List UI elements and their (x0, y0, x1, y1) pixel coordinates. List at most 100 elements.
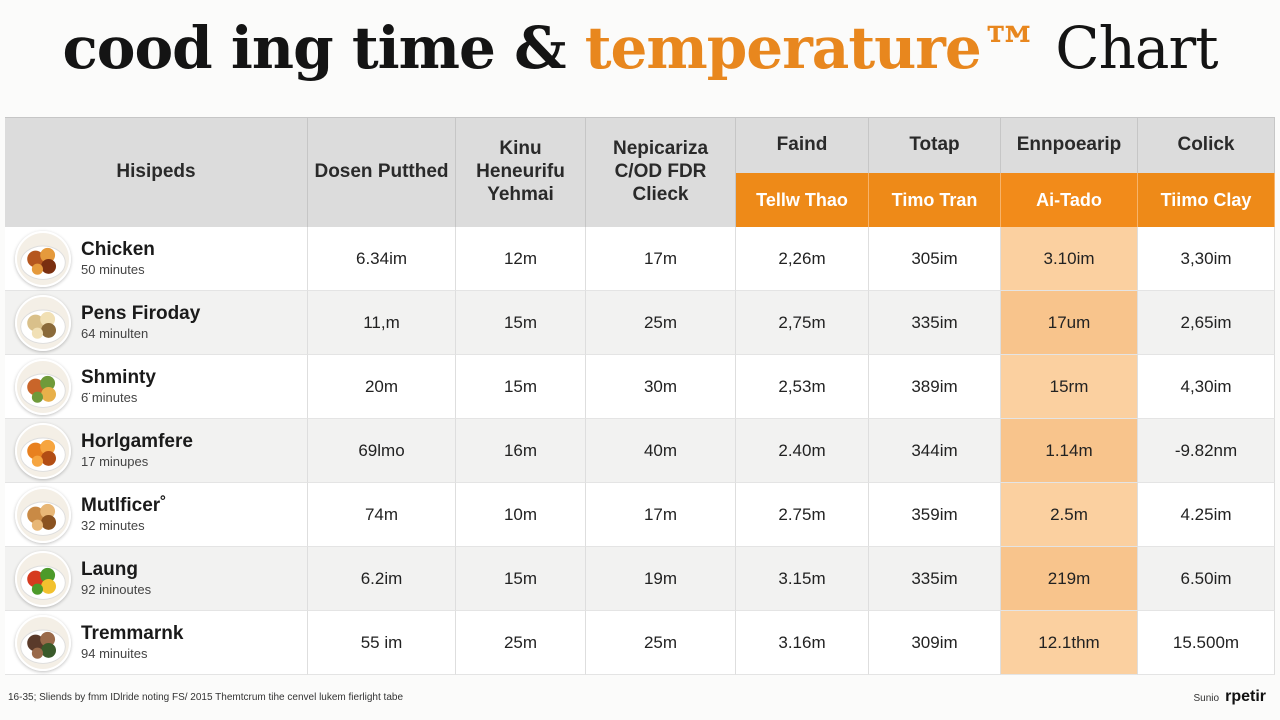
subheader-3: Ai-Tado (1001, 173, 1138, 227)
table-row-name: Shminty 6̈ minutes (5, 355, 308, 419)
table-cell: 6.34im (308, 227, 456, 291)
table-cell: 20m (308, 355, 456, 419)
header-col-6: Ennpoearip (1001, 117, 1138, 173)
table-row-name: Horlgamfere 17 minupes (5, 419, 308, 483)
food-thumbnail-vegetables-icon (15, 550, 71, 607)
footer-brand-logo: rpetir (1225, 688, 1266, 705)
table-cell: 25m (586, 611, 736, 675)
recipe-name: Pens Firoday (81, 302, 201, 324)
recipe-name: Tremmarnk (81, 622, 184, 644)
table-cell: 305im (869, 227, 1001, 291)
table-cell: 219m (1001, 547, 1138, 611)
table-cell: 3.10im (1001, 227, 1138, 291)
recipe-duration: 94 minuites (81, 646, 148, 662)
recipe-name: Laung (81, 558, 138, 580)
recipe-duration: 92 ininoutes (81, 582, 152, 598)
food-thumbnail-stir-fry-dish-icon (15, 358, 71, 415)
table-cell: 4.25im (1138, 483, 1275, 547)
recipe-name: Mutlficer˚ (81, 494, 167, 516)
table-cell: 40m (586, 419, 736, 483)
recipe-name-block: Chicken 50 minutes (81, 238, 155, 278)
header-col-3: Nepicariza C/OD FDR Clieck (586, 117, 736, 227)
food-thumbnail-chicken-dish-icon (15, 230, 71, 287)
subheader-2: Timo Tran (869, 173, 1001, 227)
recipe-duration: 50 minutes (81, 262, 145, 278)
table-cell: 2,75m (736, 291, 869, 355)
title-part-1: cood ing time & (62, 14, 585, 82)
title-part-2: temperature™ (584, 14, 1039, 82)
table-cell: 15m (456, 547, 586, 611)
table-cell: 3.15m (736, 547, 869, 611)
recipe-name-block: Shminty 6̈ minutes (81, 366, 156, 406)
table-cell: 12m (456, 227, 586, 291)
table-row-name: Pens Firoday 64 minulten (5, 291, 308, 355)
table-row-name: Tremmarnk 94 minuites (5, 611, 308, 675)
table-cell: -9.82nm (1138, 419, 1275, 483)
table-cell: 6.2im (308, 547, 456, 611)
header-col-4: Faind (736, 117, 869, 173)
table-cell: 335im (869, 547, 1001, 611)
subheader-4: Tiimo Clay (1138, 173, 1275, 227)
chart-title: cood ing time & temperature™ Chart (0, 14, 1280, 82)
food-thumbnail-sweet-potato-dish-icon (15, 422, 71, 479)
recipe-name: Chicken (81, 238, 155, 260)
table-cell: 2,53m (736, 355, 869, 419)
recipe-name-block: Horlgamfere 17 minupes (81, 430, 193, 470)
table-cell: 3.16m (736, 611, 869, 675)
table-cell: 30m (586, 355, 736, 419)
table-cell: 16m (456, 419, 586, 483)
recipe-name: Shminty (81, 366, 156, 388)
header-col-1: Dosen Putthed (308, 117, 456, 227)
table-cell: 17m (586, 227, 736, 291)
table-cell: 11,m (308, 291, 456, 355)
table-cell: 359im (869, 483, 1001, 547)
footer-note: 16-35; Sliends by fmm IDlride noting FS/… (8, 692, 403, 703)
table-row-name: Chicken 50 minutes (5, 227, 308, 291)
recipe-name: Horlgamfere (81, 430, 193, 452)
table-cell: 3,30im (1138, 227, 1275, 291)
table-cell: 19m (586, 547, 736, 611)
table-cell: 12.1thm (1001, 611, 1138, 675)
table-row-name: Mutlficer˚ 32 minutes (5, 483, 308, 547)
recipe-name-block: Pens Firoday 64 minulten (81, 302, 201, 342)
table-cell: 2,26m (736, 227, 869, 291)
table-cell: 6.50im (1138, 547, 1275, 611)
table-cell: 335im (869, 291, 1001, 355)
recipe-duration: 17 minupes (81, 454, 149, 470)
recipe-duration: 64 minulten (81, 326, 149, 342)
title-part-3: Chart (1037, 14, 1218, 82)
table-cell: 1.14m (1001, 419, 1138, 483)
table-cell: 17um (1001, 291, 1138, 355)
table-cell: 15m (456, 291, 586, 355)
table-cell: 4,30im (1138, 355, 1275, 419)
recipe-name-block: Laung 92 ininoutes (81, 558, 152, 598)
header-col-7: Colick (1138, 117, 1275, 173)
recipe-duration: 32 minutes (81, 518, 145, 534)
table-cell: 69lmo (308, 419, 456, 483)
cooking-table: Hisipeds Dosen Putthed Kinu Heneurifu Ye… (5, 117, 1275, 675)
table-cell: 25m (586, 291, 736, 355)
table-cell: 17m (586, 483, 736, 547)
food-thumbnail-grilled-meat-icon (15, 614, 71, 671)
table-cell: 25m (456, 611, 586, 675)
subheader-1: Tellw Thao (736, 173, 869, 227)
table-cell: 55 im (308, 611, 456, 675)
table-cell: 15m (456, 355, 586, 419)
food-thumbnail-fried-food-icon (15, 486, 71, 543)
recipe-name-block: Tremmarnk 94 minuites (81, 622, 184, 662)
footer-brand-small: Sunio (1193, 693, 1220, 704)
table-cell: 2.75m (736, 483, 869, 547)
table-cell: 2,65im (1138, 291, 1275, 355)
table-row-name: Laung 92 ininoutes (5, 547, 308, 611)
table-cell: 309im (869, 611, 1001, 675)
table-cell: 2.5m (1001, 483, 1138, 547)
table-cell: 10m (456, 483, 586, 547)
footer-brand: Sunio rpetir (1194, 688, 1266, 706)
recipe-duration: 6̈ minutes (81, 390, 138, 406)
table-cell: 389im (869, 355, 1001, 419)
header-col-2: Kinu Heneurifu Yehmai (456, 117, 586, 227)
table-cell: 15.500m (1138, 611, 1275, 675)
table-cell: 344im (869, 419, 1001, 483)
header-recipes: Hisipeds (5, 117, 308, 227)
table-cell: 2.40m (736, 419, 869, 483)
